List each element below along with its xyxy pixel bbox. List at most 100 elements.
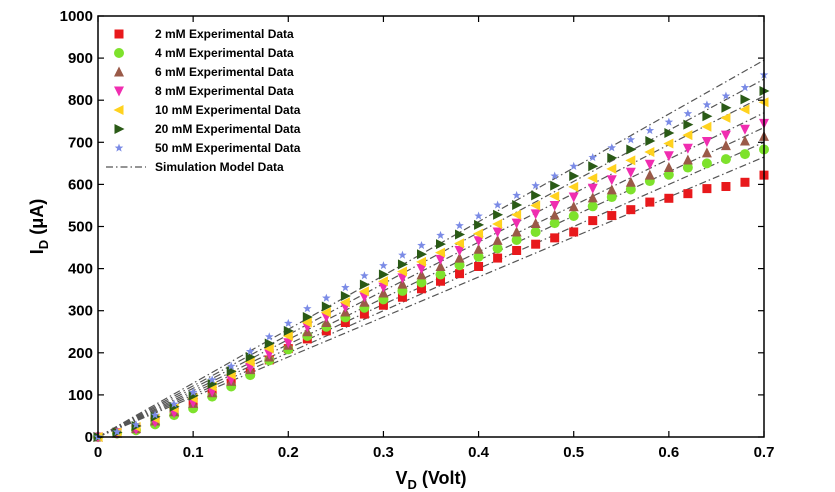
data-point	[492, 243, 503, 254]
data-point	[530, 200, 541, 211]
data-point	[454, 246, 465, 256]
data-point	[644, 159, 655, 170]
x-tick-label: 0.3	[373, 444, 394, 461]
data-point	[740, 177, 750, 187]
axis-tick-labels: 0 0.1 0.2 0.3 0.4 0.5 0.6 0.7 0 100 200 300 400 500 60…	[60, 8, 775, 461]
axis-ticks	[97, 15, 765, 438]
data-point	[493, 209, 504, 220]
data-point	[283, 325, 294, 336]
data-point	[378, 269, 389, 280]
data-point	[702, 184, 712, 194]
x-tick-label: 0.4	[468, 444, 490, 461]
y-axis-title-sub: D	[36, 240, 51, 249]
data-point	[492, 218, 503, 229]
y-tick-label: 500	[68, 219, 93, 236]
data-point	[339, 297, 350, 308]
legend-marker	[114, 66, 124, 77]
data-point	[435, 269, 446, 280]
data-point	[568, 181, 579, 192]
data-point	[112, 427, 122, 436]
x-axis-title: VD (Volt)	[395, 468, 466, 492]
data-point	[588, 216, 598, 226]
data-point	[378, 300, 388, 310]
simulation-line	[97, 156, 765, 438]
data-point	[739, 104, 750, 115]
data-point	[512, 200, 523, 211]
data-point	[244, 357, 255, 368]
data-point	[397, 259, 408, 270]
simulation-line	[97, 141, 765, 438]
data-point	[625, 155, 636, 166]
data-point	[284, 318, 293, 327]
data-point	[416, 264, 427, 275]
data-point	[550, 233, 560, 243]
x-axis-title-rest: (Volt)	[417, 468, 467, 488]
data-point	[663, 151, 674, 162]
data-point	[397, 273, 408, 284]
data-point	[588, 161, 599, 172]
data-point	[569, 227, 579, 237]
data-point	[530, 226, 541, 237]
data-point	[702, 111, 713, 122]
data-point	[511, 226, 522, 237]
legend-label: Simulation Model Data	[155, 160, 284, 174]
data-point	[739, 135, 750, 146]
data-point	[264, 332, 274, 341]
y-tick-label: 100	[68, 387, 93, 404]
data-point	[531, 181, 540, 190]
data-point	[264, 338, 275, 349]
data-point	[549, 218, 560, 229]
data-point	[416, 269, 427, 280]
data-point	[340, 290, 351, 301]
data-point	[454, 238, 465, 249]
legend-label: 6 mM Experimental Data	[155, 65, 294, 79]
data-point	[663, 138, 674, 149]
data-point	[683, 189, 693, 199]
data-point	[511, 218, 522, 229]
data-point	[360, 271, 369, 280]
data-point	[493, 200, 502, 209]
data-point	[473, 251, 484, 262]
x-tick-label: 0	[94, 444, 102, 461]
data-point	[607, 143, 617, 152]
data-point	[569, 161, 578, 170]
data-point	[415, 256, 426, 267]
data-point	[435, 261, 446, 271]
x-tick-label: 0.7	[754, 444, 775, 461]
data-point	[701, 147, 712, 158]
data-points	[92, 70, 770, 443]
y-tick-label: 800	[68, 92, 93, 109]
y-tick-label: 900	[68, 50, 93, 67]
legend-label: 20 mM Experimental Data	[155, 122, 301, 136]
data-point	[473, 228, 484, 239]
legend-label: 2 mM Experimental Data	[155, 27, 294, 41]
data-point	[263, 343, 274, 354]
data-point	[359, 279, 370, 290]
data-point	[701, 121, 712, 132]
data-point	[644, 146, 655, 157]
data-point	[568, 192, 579, 203]
data-point	[436, 239, 447, 250]
data-point	[473, 236, 484, 247]
data-point	[416, 277, 427, 288]
data-point	[398, 250, 407, 259]
data-point	[340, 317, 350, 327]
data-point	[683, 119, 694, 130]
data-point	[322, 293, 331, 302]
data-point	[720, 112, 731, 123]
data-point	[474, 211, 483, 220]
data-point	[683, 109, 693, 118]
data-point	[396, 266, 407, 277]
legend-marker	[114, 48, 124, 58]
data-point	[531, 190, 542, 201]
data-point	[740, 83, 750, 92]
data-point	[606, 184, 617, 195]
x-axis-title-main: V	[395, 468, 407, 488]
data-point	[549, 209, 560, 220]
data-point	[435, 254, 446, 265]
data-point	[131, 420, 141, 429]
y-tick-label: 1000	[60, 8, 93, 25]
data-point	[682, 130, 693, 141]
plot-frame	[97, 15, 765, 438]
